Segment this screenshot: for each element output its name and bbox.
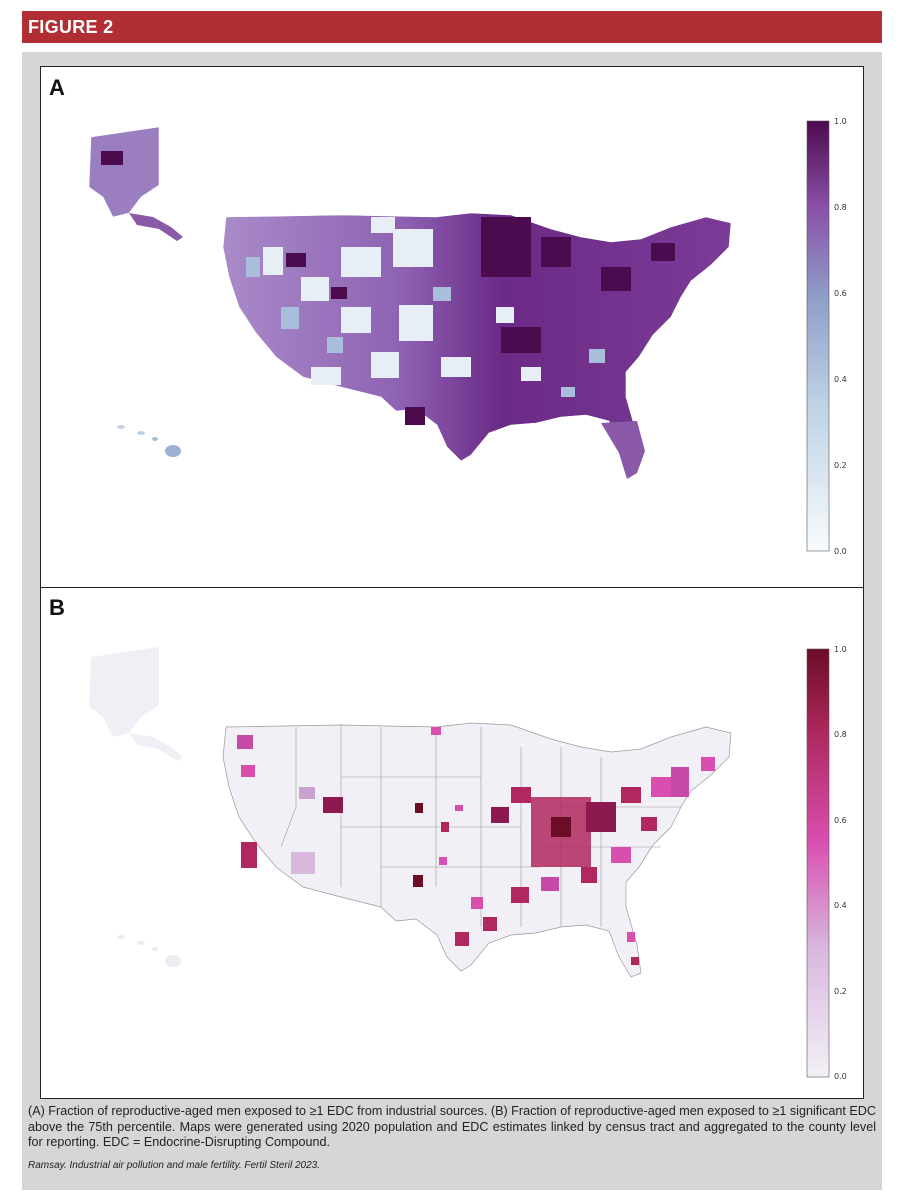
colorbar-a-tick-04: 0.4 — [834, 375, 847, 384]
map-frame: A — [40, 66, 864, 1099]
hawaii-a — [117, 425, 181, 457]
florida-a — [601, 421, 645, 479]
colorbar-a-tick-00: 0.0 — [834, 547, 847, 556]
alaska-region-a — [88, 126, 160, 218]
alaska-accent-a — [101, 151, 123, 165]
panel-b: B — [41, 587, 863, 1098]
colorbar-b-tick-08: 0.8 — [834, 730, 847, 739]
alaska-tail-b — [129, 733, 183, 761]
colorbar-b: 1.0 0.8 0.6 0.4 0.2 0.0 — [806, 645, 847, 1081]
map-a: 1.0 0.8 0.6 0.4 0.2 0.0 — [88, 117, 847, 556]
colorbar-a-tick-08: 0.8 — [834, 203, 847, 212]
colorbar-b-tick-04: 0.4 — [834, 901, 847, 910]
colorbar-b-tick-00: 0.0 — [834, 1072, 847, 1081]
high-exposure-patches-a — [286, 217, 675, 425]
colorbar-b-tick-06: 0.6 — [834, 816, 847, 825]
state-borders-b — [280, 725, 681, 927]
map-b: 1.0 0.8 0.6 0.4 0.2 0.0 — [89, 645, 847, 1081]
panel-letter-a: A — [49, 75, 65, 100]
hotspots-b — [237, 727, 715, 965]
medium-exposure-patches-a — [246, 257, 605, 397]
colorbar-b-tick-02: 0.2 — [834, 987, 847, 996]
figure-citation: Ramsay. Industrial air pollution and mal… — [28, 1160, 320, 1171]
panel-a: A — [41, 67, 863, 588]
conus-b — [222, 722, 732, 978]
colorbar-a-tick-02: 0.2 — [834, 461, 847, 470]
alaska-region-b — [89, 647, 159, 737]
figure-title: FIGURE 2 — [22, 11, 882, 43]
colorbar-a: 1.0 0.8 0.6 0.4 0.2 0.0 — [806, 117, 847, 556]
hawaii-b — [117, 935, 181, 967]
figure-caption: (A) Fraction of reproductive-aged men ex… — [28, 1104, 876, 1149]
panel-letter-b: B — [49, 595, 65, 620]
colorbar-a-tick-1: 1.0 — [834, 117, 847, 126]
colorbar-a-tick-06: 0.6 — [834, 289, 847, 298]
alaska-tail-a — [129, 213, 183, 241]
figure-body: A — [22, 52, 882, 1190]
colorbar-b-tick-1: 1.0 — [834, 645, 847, 654]
low-exposure-patches-a — [263, 217, 541, 385]
